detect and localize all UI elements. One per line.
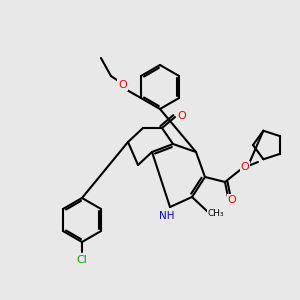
Text: Cl: Cl <box>76 255 87 265</box>
Text: CH₃: CH₃ <box>208 208 224 217</box>
Text: O: O <box>178 111 186 121</box>
Text: NH: NH <box>159 211 175 221</box>
Text: O: O <box>228 195 236 205</box>
Text: O: O <box>241 162 249 172</box>
Text: O: O <box>118 80 127 90</box>
